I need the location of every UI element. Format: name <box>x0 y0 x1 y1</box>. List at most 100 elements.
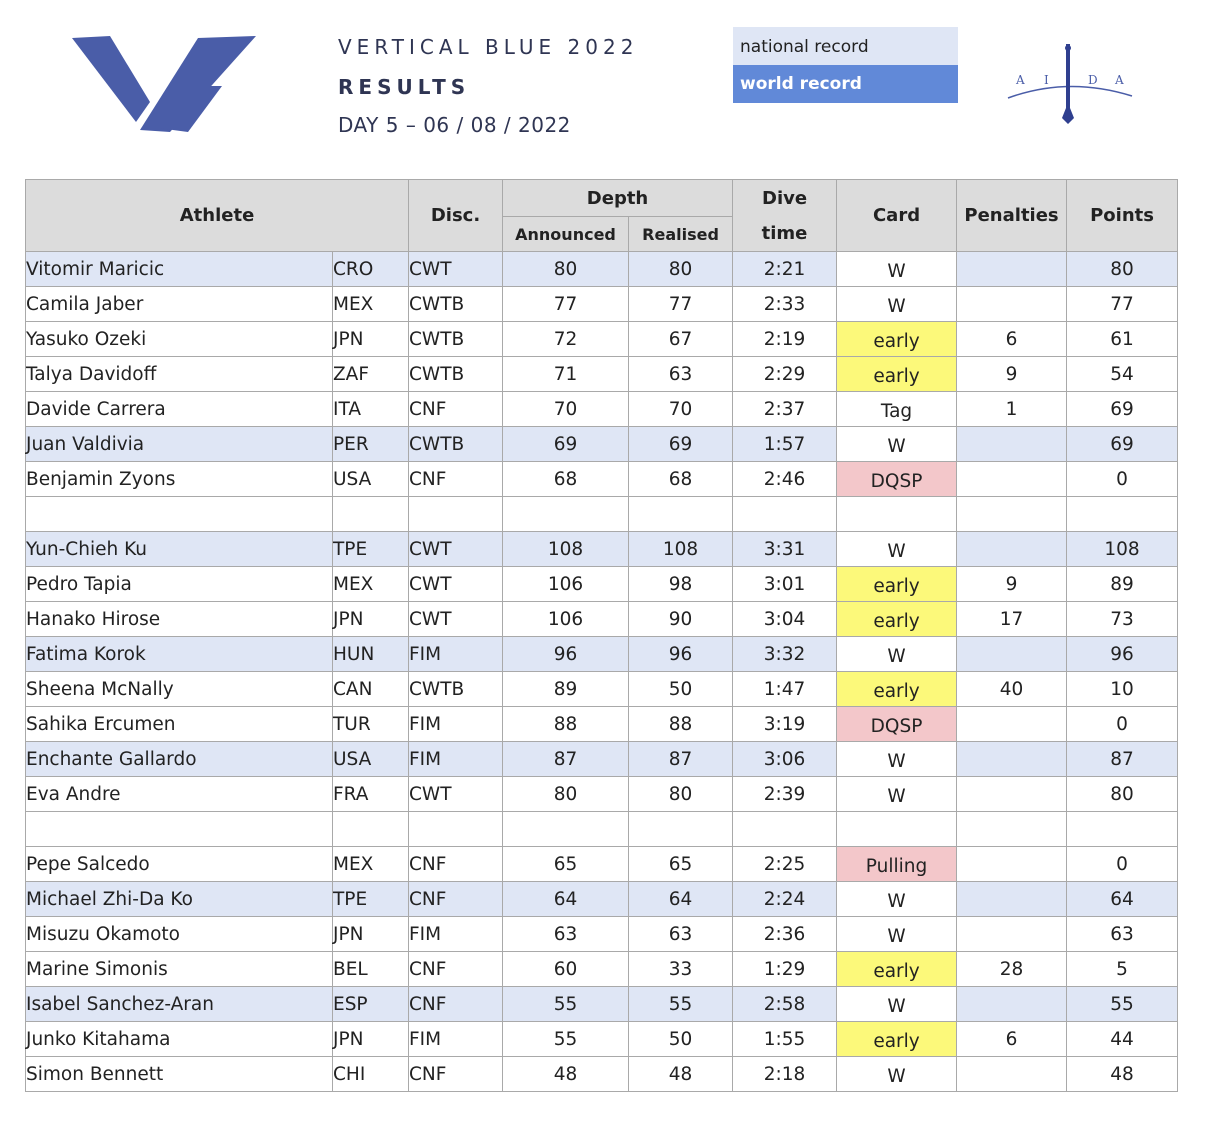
realised-depth: 48 <box>628 1056 734 1092</box>
discipline: CNF <box>408 1056 504 1092</box>
group-spacer-row <box>25 811 1179 847</box>
empty-cell <box>1066 496 1179 532</box>
realised-depth: 77 <box>628 286 734 322</box>
header-discipline: Disc. <box>408 179 504 252</box>
header-depth: Depth <box>502 179 734 217</box>
realised-depth: 63 <box>628 356 734 392</box>
points: 0 <box>1066 706 1179 742</box>
record-legend: national record world record <box>733 27 958 103</box>
discipline: CWTB <box>408 671 504 707</box>
penalties <box>956 706 1068 742</box>
empty-cell <box>1066 811 1179 847</box>
card-result: W <box>836 636 958 672</box>
card-result: W <box>836 1056 958 1092</box>
dive-time: 2:21 <box>732 251 838 287</box>
athlete-name: Benjamin Zyons <box>25 461 333 497</box>
points: 69 <box>1066 426 1179 462</box>
athlete-nation: ITA <box>331 391 410 427</box>
dive-time: 2:29 <box>732 356 838 392</box>
announced-depth: 48 <box>502 1056 630 1092</box>
card-result: early <box>836 356 958 392</box>
card-label: W <box>887 995 906 1017</box>
penalties: 6 <box>956 321 1068 357</box>
result-row: Fatima Korok HUN FIM 96 96 3:32 W 96 <box>25 636 1179 672</box>
card-result: W <box>836 426 958 462</box>
athlete-name: Fatima Korok <box>25 636 333 672</box>
dive-time: 1:55 <box>732 1021 838 1057</box>
discipline: CNF <box>408 391 504 427</box>
athlete-name: Yun-Chieh Ku <box>25 531 333 567</box>
dive-time: 3:32 <box>732 636 838 672</box>
realised-depth: 80 <box>628 251 734 287</box>
penalties <box>956 776 1068 812</box>
card-result: early <box>836 566 958 602</box>
announced-depth: 60 <box>502 951 630 987</box>
card-result: W <box>836 916 958 952</box>
empty-cell <box>732 811 838 847</box>
realised-depth: 70 <box>628 391 734 427</box>
empty-cell <box>628 811 734 847</box>
athlete-nation: USA <box>331 461 410 497</box>
result-row: Eva Andre FRA CWT 80 80 2:39 W 80 <box>25 776 1179 812</box>
card-label: W <box>887 645 906 667</box>
dive-time: 2:33 <box>732 286 838 322</box>
dive-time: 3:01 <box>732 566 838 602</box>
points: 54 <box>1066 356 1179 392</box>
realised-depth: 96 <box>628 636 734 672</box>
result-row: Yun-Chieh Ku TPE CWT 108 108 3:31 W 108 <box>25 531 1179 567</box>
penalties <box>956 636 1068 672</box>
discipline: CWT <box>408 566 504 602</box>
points: 10 <box>1066 671 1179 707</box>
card-result: early <box>836 601 958 637</box>
results-title: RESULTS <box>338 75 471 99</box>
dive-time: 1:29 <box>732 951 838 987</box>
announced-depth: 96 <box>502 636 630 672</box>
card-label: Pulling <box>865 855 928 877</box>
legend-national-record: national record <box>733 27 958 65</box>
athlete-nation: JPN <box>331 916 410 952</box>
group-spacer-row <box>25 496 1179 532</box>
card-result: early <box>836 1021 958 1057</box>
penalties <box>956 1056 1068 1092</box>
realised-depth: 50 <box>628 671 734 707</box>
points: 55 <box>1066 986 1179 1022</box>
card-result: W <box>836 986 958 1022</box>
athlete-name: Camila Jaber <box>25 286 333 322</box>
dive-time: 2:24 <box>732 881 838 917</box>
dive-time: 2:58 <box>732 986 838 1022</box>
athlete-name: Yasuko Ozeki <box>25 321 333 357</box>
dive-time: 3:19 <box>732 706 838 742</box>
card-label: early <box>873 610 920 632</box>
card-label: W <box>887 260 906 282</box>
result-row: Yasuko Ozeki JPN CWTB 72 67 2:19 early 6 61 <box>25 321 1179 357</box>
realised-depth: 50 <box>628 1021 734 1057</box>
announced-depth: 65 <box>502 846 630 882</box>
header-penalties: Penalties <box>956 179 1068 252</box>
card-label: early <box>873 330 920 352</box>
card-result: DQSP <box>836 706 958 742</box>
athlete-nation: ZAF <box>331 356 410 392</box>
result-row: Enchante Gallardo USA FIM 87 87 3:06 W 87 <box>25 741 1179 777</box>
discipline: FIM <box>408 741 504 777</box>
discipline: FIM <box>408 706 504 742</box>
points: 63 <box>1066 916 1179 952</box>
realised-depth: 69 <box>628 426 734 462</box>
penalties: 17 <box>956 601 1068 637</box>
card-result: W <box>836 251 958 287</box>
card-result: W <box>836 776 958 812</box>
points: 48 <box>1066 1056 1179 1092</box>
card-label: W <box>887 435 906 457</box>
dive-time: 2:39 <box>732 776 838 812</box>
points: 80 <box>1066 251 1179 287</box>
athlete-name: Pepe Salcedo <box>25 846 333 882</box>
dive-time: 2:25 <box>732 846 838 882</box>
aida-letter-i: I <box>1044 73 1049 87</box>
athlete-name: Sheena McNally <box>25 671 333 707</box>
announced-depth: 68 <box>502 461 630 497</box>
athlete-nation: BEL <box>331 951 410 987</box>
card-label: DQSP <box>870 470 923 492</box>
points: 69 <box>1066 391 1179 427</box>
points: 73 <box>1066 601 1179 637</box>
results-table: Athlete Disc. Depth Dive Card Penalties … <box>24 179 1179 1092</box>
dive-time: 3:31 <box>732 531 838 567</box>
